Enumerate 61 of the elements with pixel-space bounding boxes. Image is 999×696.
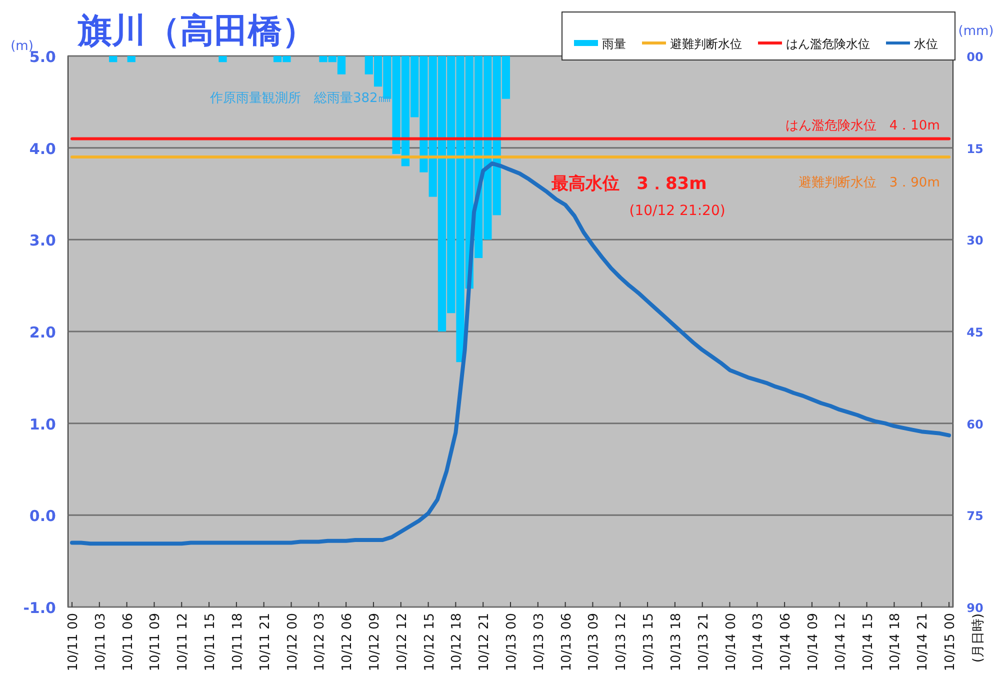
legend-label: 水位 <box>914 37 938 51</box>
x-tick-label: 10/14 06 <box>778 613 794 672</box>
y2-tick-label: 30 <box>966 234 984 248</box>
x-tick-label: 10/11 12 <box>176 613 191 672</box>
y2-tick-label: 90 <box>966 601 984 615</box>
legend-label: はん濫危険水位 <box>786 37 870 51</box>
x-tick-label: 10/11 03 <box>93 613 108 672</box>
x-tick-label: 10/11 00 <box>66 613 81 672</box>
x-tick-label: 10/14 03 <box>751 613 766 672</box>
annotation: はん濫危険水位 4．10m <box>785 118 940 134</box>
x-tick-label: 10/12 03 <box>312 613 328 672</box>
annotation: 最高水位 3．83m <box>550 174 707 194</box>
x-tick-label: 10/13 21 <box>696 613 712 672</box>
annotation: 避難判断水位 3．90m <box>798 175 940 190</box>
text: (月日時) <box>970 613 986 663</box>
y2-axis-title: (mm) <box>958 24 994 39</box>
x-tick-label: 10/11 18 <box>230 613 246 672</box>
x-tick-label: 10/13 06 <box>559 613 574 672</box>
y-tick-label: 1.0 <box>29 415 56 434</box>
y-tick-label: 2.0 <box>29 324 56 342</box>
y2-tick-label: 75 <box>966 509 984 524</box>
y-tick-label: 0.0 <box>29 507 56 526</box>
y-tick-label: 3.0 <box>29 232 56 250</box>
annotation: 作原雨量観測所 総雨量382㎜ <box>208 90 391 106</box>
x-tick-label: 10/11 09 <box>148 613 164 672</box>
x-tick-label: 10/15 00 <box>943 613 958 672</box>
x-tick-label: 10/12 18 <box>450 613 465 672</box>
x-tick-label: 10/13 00 <box>504 613 520 672</box>
x-tick-label: 10/14 12 <box>833 613 848 672</box>
x-tick-label: 10/11 21 <box>258 613 273 672</box>
x-tick-label: 10/14 15 <box>860 613 876 672</box>
x-tick-label: 10/12 21 <box>477 613 492 672</box>
y2-tick-label: 45 <box>966 326 984 340</box>
x-tick-label: 10/14 21 <box>916 613 931 672</box>
y2-tick-label: 15 <box>966 142 984 156</box>
legend-label: 避難判断水位 <box>670 37 742 51</box>
bar <box>218 56 227 62</box>
y2-tick-label: 60 <box>966 417 984 432</box>
x-tick-label: 10/12 09 <box>367 613 382 672</box>
annotation: (10/12 21:20) <box>629 202 726 219</box>
x-tick-label: 10/12 15 <box>422 613 438 672</box>
y2-tick-label: 00 <box>966 50 984 64</box>
x-tick-label: 10/12 12 <box>394 613 410 672</box>
x-tick-label: 10/11 15 <box>203 613 218 672</box>
x-tick-label: 10/12 06 <box>340 613 356 672</box>
y-tick-label: 4.0 <box>29 140 56 158</box>
y-tick-label: -1.0 <box>23 599 56 617</box>
legend-label: 雨量 <box>602 37 626 51</box>
x-tick-label: 10/14 09 <box>806 613 821 672</box>
x-tick-label: 10/13 15 <box>642 613 657 672</box>
x-tick-label: 10/14 18 <box>888 613 904 672</box>
bar <box>127 56 136 62</box>
x-tick-label: 10/13 03 <box>532 613 547 672</box>
x-tick-label: 10/13 18 <box>668 613 684 672</box>
x-tick-label: 10/14 00 <box>724 613 739 672</box>
x-tick-label: 10/12 00 <box>285 613 300 672</box>
x-tick-label: 10/11 06 <box>120 613 136 672</box>
chart-title: 旗川（高田橋） <box>77 11 316 51</box>
x-tick-label: 10/13 09 <box>586 613 602 672</box>
x-tick-label: 10/13 12 <box>614 613 630 672</box>
bar <box>109 56 118 62</box>
